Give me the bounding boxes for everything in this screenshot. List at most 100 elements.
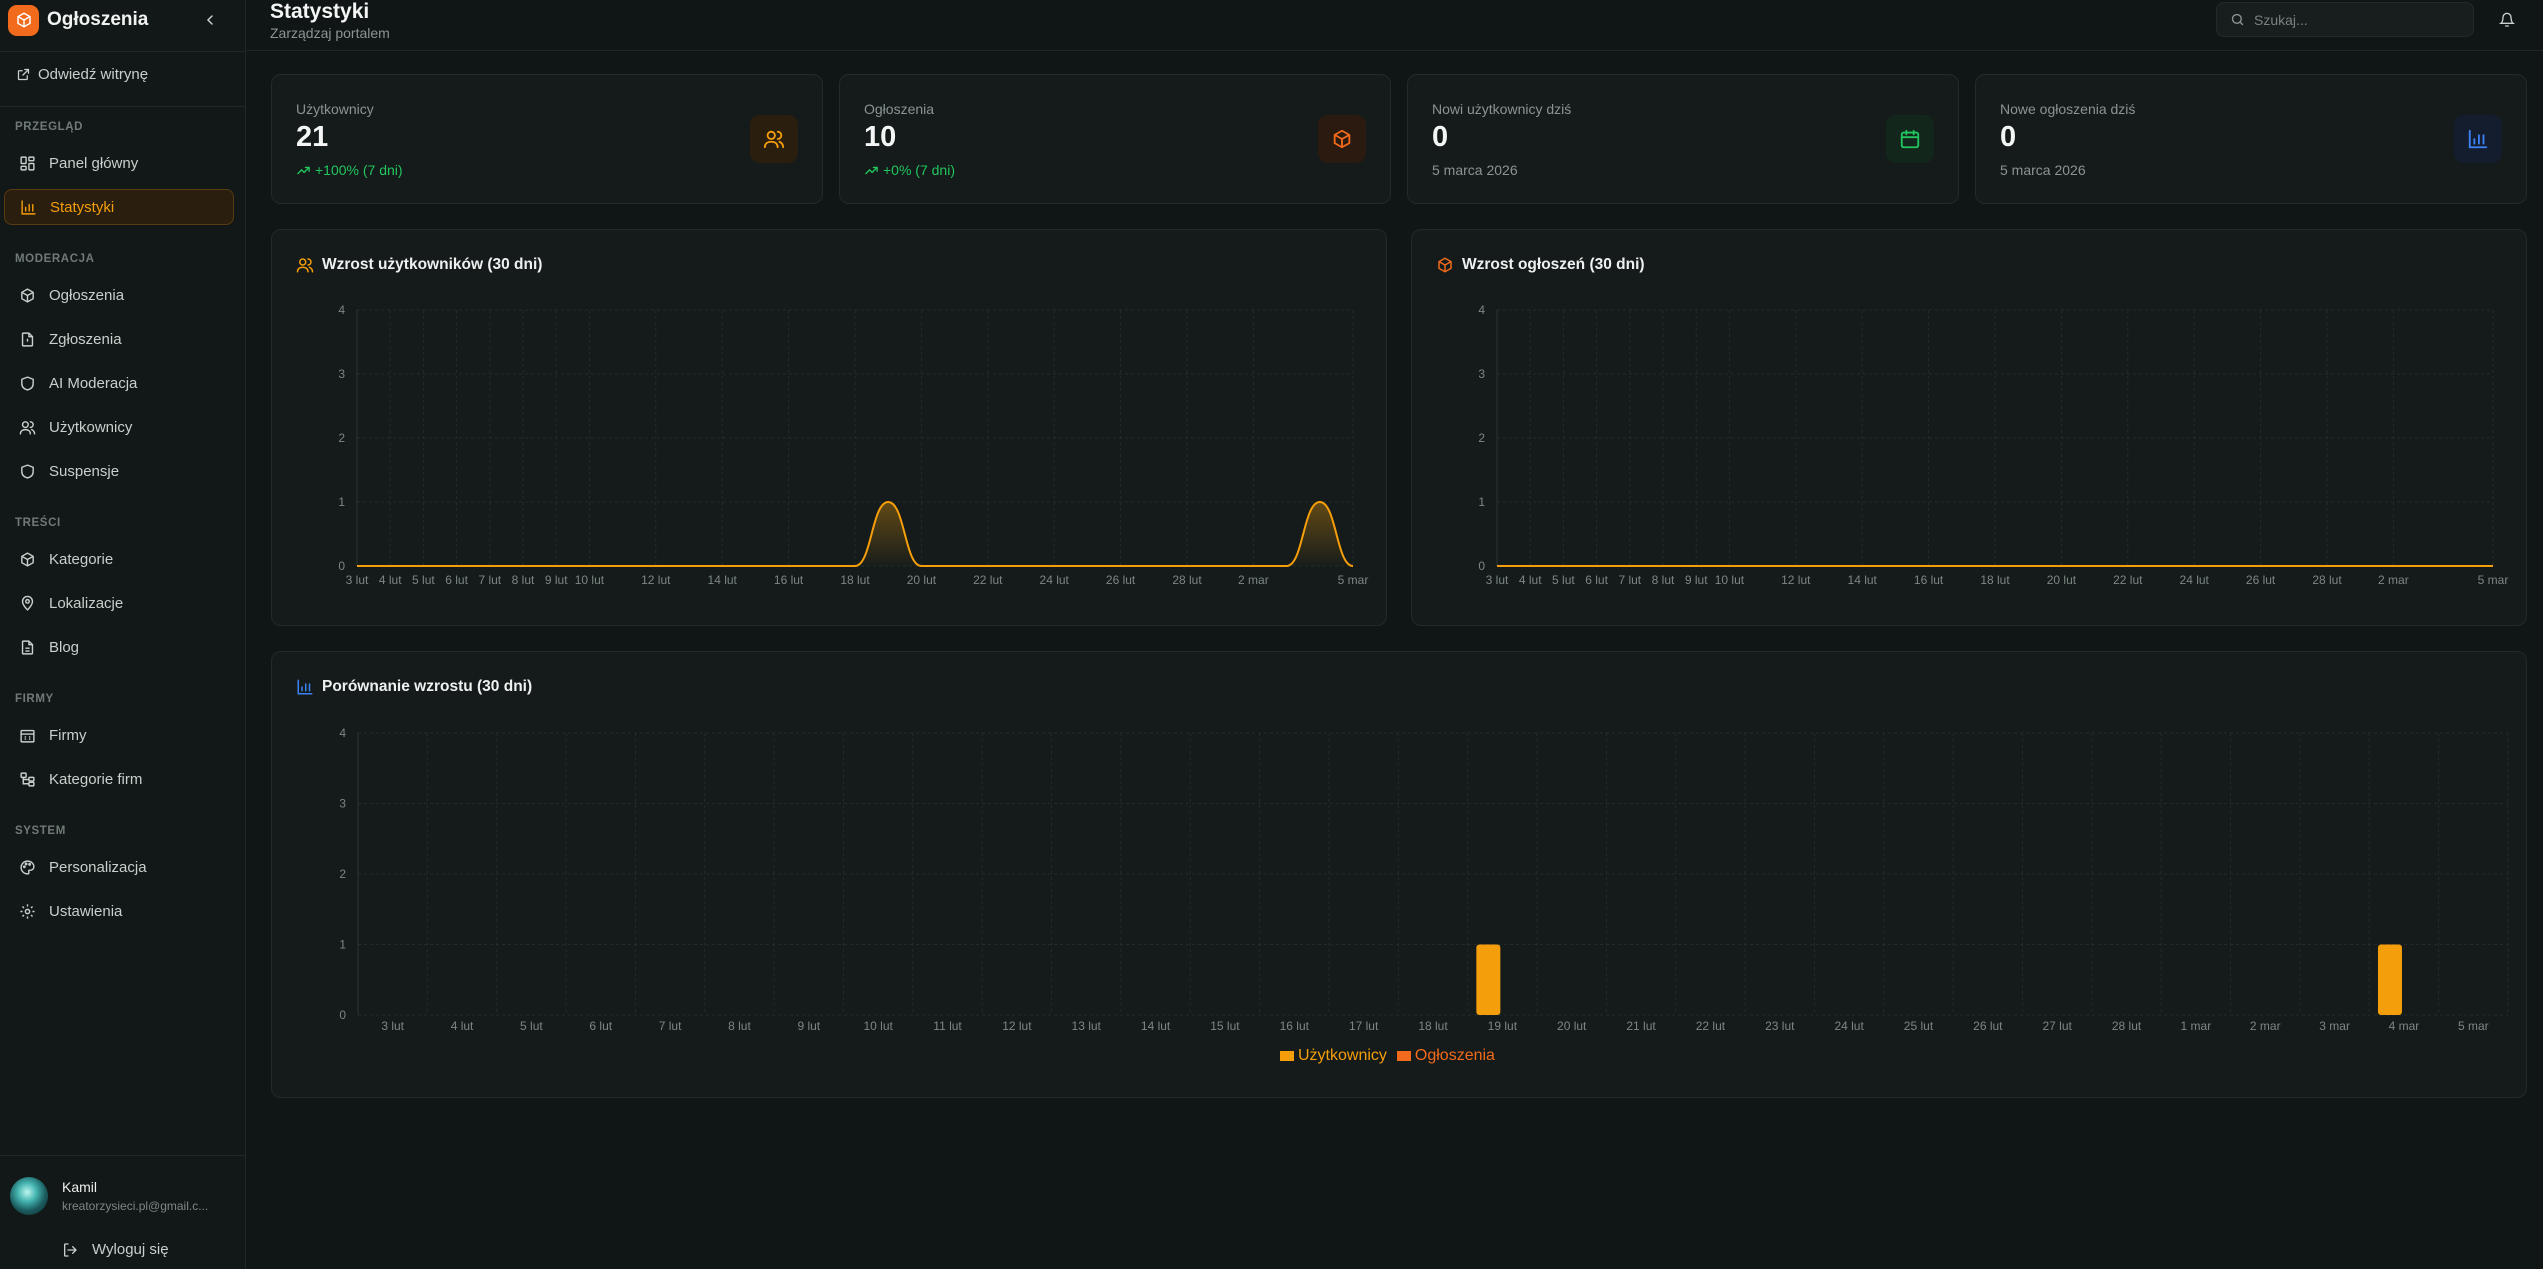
y-tick-label: 2 [338,431,345,445]
x-tick-label: 5 lut [520,1019,543,1033]
stat-trend: +100% (7 dni) [296,162,403,178]
collapse-sidebar-button[interactable] [198,8,222,32]
x-tick-label: 2 mar [2378,573,2409,587]
x-tick-label: 6 lut [1585,573,1608,587]
map-pin-icon [17,593,37,613]
sidebar-item-firmy[interactable]: Firmy [4,717,234,753]
users-icon [296,258,314,273]
section-firmy: FIRMY [15,693,54,705]
sidebar-item-ai-moderacja[interactable]: AI Moderacja [4,365,234,401]
user-email: kreatorzysieci.pl@gmail.c... [62,1199,209,1213]
legend-item[interactable]: Użytkownicy [1280,1047,1387,1065]
x-tick-label: 9 lut [1685,573,1708,587]
sidebar-item-ustawienia[interactable]: Ustawienia [4,893,234,929]
section-moderacja: MODERACJA [15,253,95,265]
x-tick-label: 7 lut [478,573,501,587]
x-tick-label: 26 lut [2246,573,2276,587]
x-tick-label: 14 lut [1848,573,1878,587]
y-tick-label: 4 [1478,303,1485,317]
sidebar-item-zgloszenia[interactable]: Zgłoszenia [4,321,234,357]
x-tick-label: 17 lut [1349,1019,1379,1033]
sidebar-item-panel[interactable]: Panel główny [4,145,234,181]
header: Statystyki Zarządzaj portalem [247,0,2543,51]
sidebar-item-suspensje[interactable]: Suspensje [4,453,234,489]
x-tick-label: 25 lut [1904,1019,1934,1033]
y-tick-label: 4 [339,726,346,740]
calendar-icon [1886,115,1934,163]
y-tick-label: 2 [339,867,346,881]
users-icon [17,417,37,437]
x-tick-label: 19 lut [1488,1019,1518,1033]
sidebar-item-uzytkownicy[interactable]: Użytkownicy [4,409,234,445]
x-tick-label: 12 lut [1781,573,1811,587]
x-tick-label: 16 lut [774,573,804,587]
stat-card-new-users: Nowi użytkownicy dziś 0 5 marca 2026 [1407,74,1959,204]
shield-icon [17,461,37,481]
brand[interactable]: Ogłoszenia [8,4,148,36]
x-tick-label: 28 lut [1172,573,1202,587]
x-tick-label: 13 lut [1072,1019,1102,1033]
user-profile[interactable]: Kamil kreatorzysieci.pl@gmail.c... [10,1176,236,1216]
file-text-icon [17,637,37,657]
x-tick-label: 28 lut [2112,1019,2142,1033]
x-tick-label: 20 lut [1557,1019,1587,1033]
package-icon [17,285,37,305]
visit-site-link[interactable]: Odwiedź witrynę [16,66,148,83]
x-tick-label: 14 lut [1141,1019,1171,1033]
x-tick-label: 11 lut [933,1019,962,1033]
legend-item[interactable]: Ogłoszenia [1396,1047,1495,1065]
palette-icon [17,857,37,877]
notifications-button[interactable] [2497,10,2517,30]
bell-icon [2499,12,2515,27]
sidebar-item-ogloszenia[interactable]: Ogłoszenia [4,277,234,313]
sidebar-item-kategorie[interactable]: Kategorie [4,541,234,577]
stat-label: Nowe ogłoszenia dziś [2000,101,2136,117]
x-tick-label: 21 lut [1626,1019,1656,1033]
x-tick-label: 18 lut [840,573,870,587]
y-tick-label: 1 [1478,495,1485,509]
x-tick-label: 27 lut [2043,1019,2073,1033]
x-tick-label: 18 lut [1418,1019,1448,1033]
stat-value: 21 [296,121,329,153]
x-tick-label: 23 lut [1765,1019,1795,1033]
ads-growth-chart: 0 1 2 3 4 3 lut 4 lut 5 lut 6 lut 7 lut 8 lut 9 lut… [1478,303,2508,587]
package-icon [1318,115,1366,163]
x-tick-label: 20 lut [907,573,937,587]
stat-value: 10 [864,121,897,153]
sidebar-item-kategorie-firm[interactable]: Kategorie firm [4,761,234,797]
chart-card-compare: Porównanie wzrostu (30 dni) 0 1 2 3 4 3 lut 4 … [271,651,2527,1098]
sidebar-item-statystyki[interactable]: Statystyki [4,189,234,225]
trending-up-icon [865,166,878,174]
x-tick-label: 22 lut [973,573,1003,587]
search-input[interactable] [2254,11,2464,28]
x-tick-label: 28 lut [2312,573,2342,587]
trending-up-icon [297,166,310,174]
y-tick-label: 0 [338,559,345,573]
search-box[interactable] [2216,2,2474,37]
x-tick-label: 26 lut [1106,573,1136,587]
sidebar-item-lokalizacje[interactable]: Lokalizacje [4,585,234,621]
stat-card-new-ads: Nowe ogłoszenia dziś 0 5 marca 2026 [1975,74,2527,204]
sidebar-item-personalizacja[interactable]: Personalizacja [4,849,234,885]
x-tick-label: 10 lut [575,573,605,587]
stat-value: 0 [1432,121,1449,153]
x-tick-label: 20 lut [2047,573,2077,587]
file-alert-icon [17,329,37,349]
stat-label: Użytkownicy [296,101,374,117]
growth-comparison-chart: 0 1 2 3 4 3 lut 4 lut 5 lut 6 lut 7 lut 8 lut 9 lut… [339,726,2509,1033]
logout-button[interactable]: Wyloguj się [62,1241,169,1258]
building-icon [17,725,37,745]
divider [0,1155,246,1156]
x-tick-label: 7 lut [1618,573,1641,587]
section-system: SYSTEM [15,825,66,837]
x-tick-label: 7 lut [659,1019,682,1033]
shield-icon [17,373,37,393]
user-name: Kamil [62,1179,98,1195]
sidebar-item-blog[interactable]: Blog [4,629,234,665]
x-tick-label: 6 lut [589,1019,612,1033]
x-tick-label: 22 lut [1696,1019,1726,1033]
x-tick-label: 10 lut [863,1019,893,1033]
x-tick-label: 3 lut [346,573,369,587]
x-tick-label: 3 lut [381,1019,404,1033]
x-tick-label: 3 lut [1486,573,1509,587]
